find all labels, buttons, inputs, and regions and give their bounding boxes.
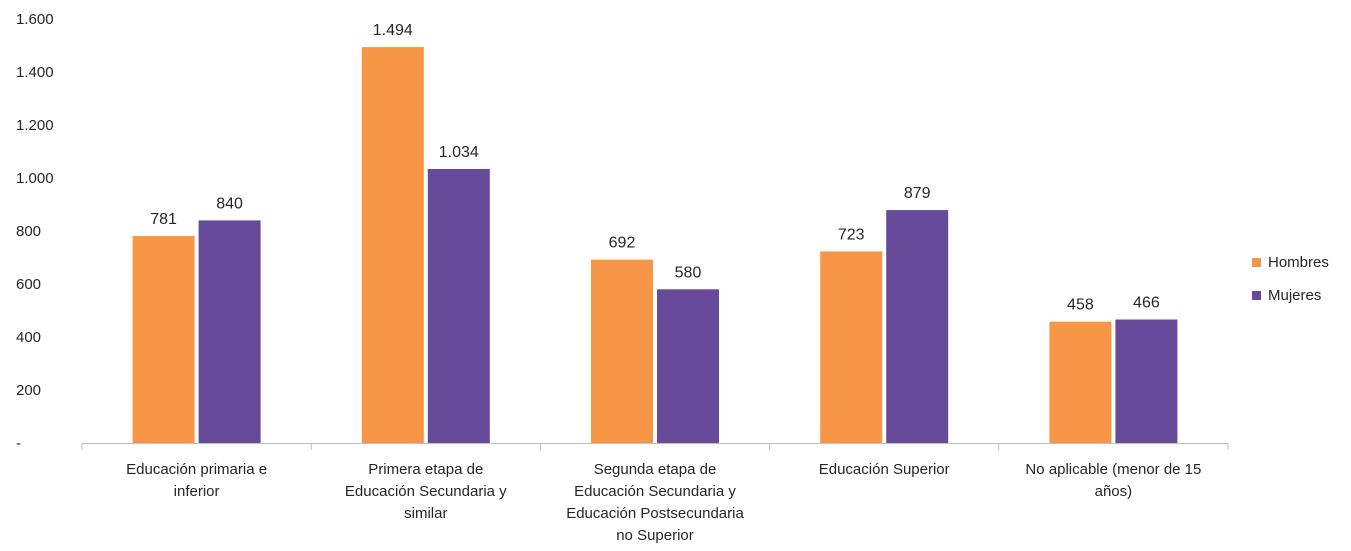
bar-hombres <box>820 251 883 443</box>
x-category-label: Segunda etapa de Educación Secundaria y Ed… <box>566 461 744 544</box>
data-labels: 781 840 1.494 1.034 692 580 723 879 458 466 <box>150 22 1160 314</box>
legend-swatch-mujeres <box>1252 291 1261 300</box>
y-axis-ticks: - 200 400 600 800 1.000 1.200 1.400 1.600 <box>16 11 54 452</box>
bar-mujeres <box>657 289 719 443</box>
bar-mujeres <box>198 220 261 443</box>
legend-swatch-hombres <box>1252 258 1261 267</box>
x-axis-labels: Educación primaria e inferior Primera etap… <box>126 461 1201 544</box>
data-label-hombres: 723 <box>838 226 865 243</box>
x-axis-ticks <box>81 443 1229 450</box>
legend: Hombres Mujeres <box>1252 254 1329 304</box>
data-label-hombres: 781 <box>150 211 177 228</box>
x-category-label: No aplicable (menor de 15 años) <box>1025 461 1201 500</box>
bar-mujeres <box>1115 319 1178 443</box>
y-tick-label: 1.600 <box>16 11 54 28</box>
y-tick-label: 1.000 <box>16 170 54 187</box>
y-tick-label: 400 <box>16 329 41 346</box>
bar-mujeres <box>427 168 490 444</box>
legend-label-hombres: Hombres <box>1268 254 1329 271</box>
x-category-label: Educación Superior <box>819 461 950 478</box>
y-tick-label: - <box>16 435 21 452</box>
data-label-mujeres: 1.034 <box>439 144 479 161</box>
y-tick-label: 600 <box>16 276 41 293</box>
x-category-label: Educación primaria e inferior <box>126 461 267 500</box>
y-tick-label: 200 <box>16 382 41 399</box>
data-label-hombres: 458 <box>1067 297 1094 314</box>
x-category-label: Primera etapa de Educación Secundaria y si… <box>345 461 507 522</box>
bar-mujeres <box>886 210 949 443</box>
data-label-mujeres: 580 <box>675 264 702 281</box>
bar-hombres <box>1049 321 1112 443</box>
bar-hombres <box>591 259 653 443</box>
y-tick-label: 1.200 <box>16 117 54 134</box>
legend-label-mujeres: Mujeres <box>1268 287 1321 304</box>
data-label-mujeres: 466 <box>1133 295 1160 312</box>
bar-hombres <box>132 236 195 443</box>
bar-hombres <box>361 47 424 444</box>
data-label-hombres: 1.494 <box>373 22 413 39</box>
y-tick-label: 1.400 <box>16 64 54 81</box>
data-label-mujeres: 879 <box>904 185 931 202</box>
bars <box>132 47 1178 444</box>
data-label-mujeres: 840 <box>216 195 243 212</box>
y-tick-label: 800 <box>16 223 41 240</box>
data-label-hombres: 692 <box>609 235 636 252</box>
